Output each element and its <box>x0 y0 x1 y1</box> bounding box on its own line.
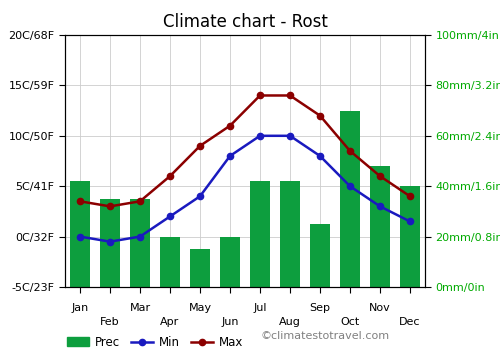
Bar <box>400 186 420 287</box>
Bar <box>70 181 90 287</box>
Bar <box>220 237 240 287</box>
Text: Sep: Sep <box>310 303 330 313</box>
Text: Mar: Mar <box>130 303 150 313</box>
Bar <box>190 249 210 287</box>
Text: Jun: Jun <box>221 317 239 327</box>
Text: Jan: Jan <box>72 303 88 313</box>
Text: May: May <box>188 303 212 313</box>
Bar <box>160 237 180 287</box>
Text: Apr: Apr <box>160 317 180 327</box>
Title: Climate chart - Rost: Climate chart - Rost <box>162 13 328 31</box>
Bar <box>340 111 360 287</box>
Legend: Prec, Min, Max: Prec, Min, Max <box>68 336 243 349</box>
Text: Feb: Feb <box>100 317 120 327</box>
Text: Nov: Nov <box>369 303 391 313</box>
Text: Dec: Dec <box>399 317 421 327</box>
Text: Oct: Oct <box>340 317 359 327</box>
Text: ©climatestotravel.com: ©climatestotravel.com <box>260 331 389 341</box>
Text: Jul: Jul <box>254 303 267 313</box>
Bar <box>310 224 330 287</box>
Bar <box>280 181 300 287</box>
Text: Aug: Aug <box>279 317 301 327</box>
Bar <box>370 166 390 287</box>
Bar <box>130 199 150 287</box>
Bar <box>100 199 120 287</box>
Bar <box>250 181 270 287</box>
